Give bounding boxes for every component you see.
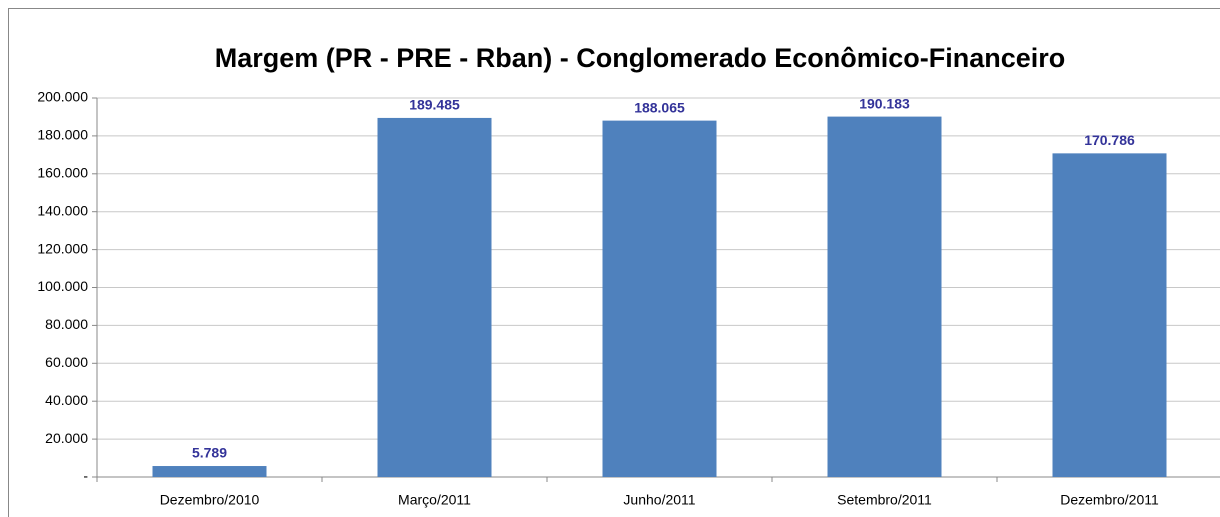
value-label: 188.065: [634, 99, 685, 115]
x-tick-label: Setembro/2011: [837, 492, 932, 508]
value-label: 170.786: [1084, 132, 1135, 148]
x-tick-label: Dezembro/2010: [160, 492, 260, 508]
chart-border: [8, 8, 1220, 517]
y-tick-label: 200.000: [37, 89, 88, 105]
chart-title: Margem (PR - PRE - Rban) - Conglomerado …: [215, 43, 1066, 73]
y-tick-label: 120.000: [37, 240, 88, 256]
x-tick-label: Dezembro/2011: [1060, 492, 1159, 508]
value-label: 189.485: [409, 97, 460, 113]
y-tick-label: -: [83, 468, 88, 484]
bar: [152, 466, 267, 477]
y-tick-label: 100.000: [37, 278, 88, 294]
bar: [827, 116, 942, 478]
y-tick-label: 40.000: [45, 392, 88, 408]
value-label: 5.789: [192, 445, 227, 461]
y-tick-label: 180.000: [37, 127, 88, 143]
y-tick-label: 80.000: [45, 316, 88, 332]
y-tick-label: 140.000: [37, 202, 88, 218]
bar: [377, 117, 492, 477]
x-tick-label: Junho/2011: [623, 492, 695, 508]
bar: [1052, 153, 1167, 477]
value-label: 190.183: [859, 95, 910, 111]
y-tick-label: 60.000: [45, 354, 88, 370]
y-tick-label: 160.000: [37, 165, 88, 181]
bar: [602, 120, 717, 477]
y-tick-label: 20.000: [45, 430, 88, 446]
x-tick-label: Março/2011: [398, 492, 471, 508]
